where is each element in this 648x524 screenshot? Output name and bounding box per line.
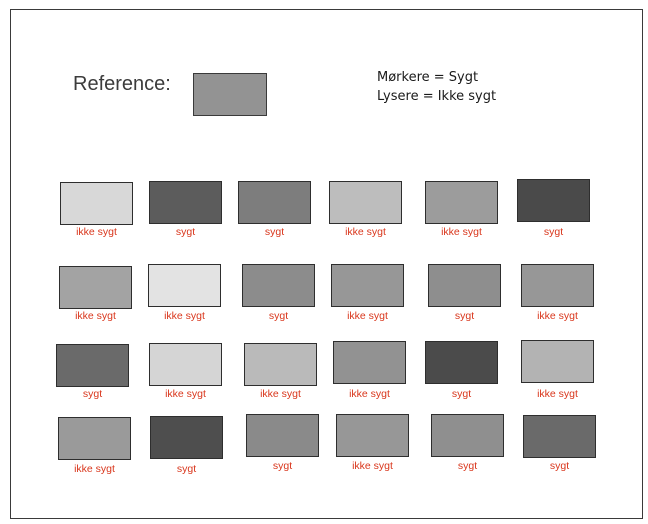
sample-label: sygt	[543, 226, 564, 238]
sample-label: ikke sygt	[537, 388, 578, 400]
sample-label: sygt	[175, 226, 196, 238]
sample-swatch	[329, 181, 402, 224]
sample-swatch	[331, 264, 404, 307]
sample-label: sygt	[451, 388, 472, 400]
sample-swatch	[431, 414, 504, 457]
sample-label: ikke sygt	[352, 460, 393, 472]
sample-swatch	[336, 414, 409, 457]
sample-label: ikke sygt	[74, 463, 115, 475]
sample-swatch	[244, 343, 317, 386]
sample-swatch	[238, 181, 311, 224]
sample-swatch	[521, 264, 594, 307]
sample-swatch	[149, 343, 222, 386]
sample-label: sygt	[264, 226, 285, 238]
sample-swatch	[425, 341, 498, 384]
sample-swatch	[149, 181, 222, 224]
reference-swatch	[193, 73, 267, 116]
sample-label: ikke sygt	[345, 226, 386, 238]
sample-label: ikke sygt	[76, 226, 117, 238]
sample-swatch	[425, 181, 498, 224]
sample-swatch	[428, 264, 501, 307]
sample-label: sygt	[454, 310, 475, 322]
sample-label: sygt	[268, 310, 289, 322]
sample-label: ikke sygt	[537, 310, 578, 322]
sample-label: ikke sygt	[349, 388, 390, 400]
sample-label: ikke sygt	[260, 388, 301, 400]
sample-swatch	[58, 417, 131, 460]
legend-lighter: Lysere = Ikke sygt	[377, 89, 497, 104]
reference-label: Reference:	[73, 73, 171, 95]
sample-swatch	[150, 416, 223, 459]
sample-label: sygt	[457, 460, 478, 472]
sample-label: ikke sygt	[347, 310, 388, 322]
sample-label: sygt	[82, 388, 103, 400]
legend-darker: Mørkere = Sygt	[377, 70, 479, 85]
sample-swatch	[246, 414, 319, 457]
sample-label: sygt	[176, 463, 197, 475]
sample-swatch	[60, 182, 133, 225]
legend: Mørkere = Sygt Lysere = Ikke sygt	[377, 68, 496, 106]
sample-swatch	[242, 264, 315, 307]
sample-label: ikke sygt	[165, 388, 206, 400]
sample-swatch	[523, 415, 596, 458]
sample-swatch	[333, 341, 406, 384]
sample-label: ikke sygt	[441, 226, 482, 238]
sample-swatch	[148, 264, 221, 307]
sample-swatch	[56, 344, 129, 387]
sample-label: sygt	[549, 460, 570, 472]
sample-label: ikke sygt	[164, 310, 205, 322]
sample-label: ikke sygt	[75, 310, 116, 322]
sample-swatch	[59, 266, 132, 309]
sample-label: sygt	[272, 460, 293, 472]
sample-swatch	[517, 179, 590, 222]
sample-swatch	[521, 340, 594, 383]
